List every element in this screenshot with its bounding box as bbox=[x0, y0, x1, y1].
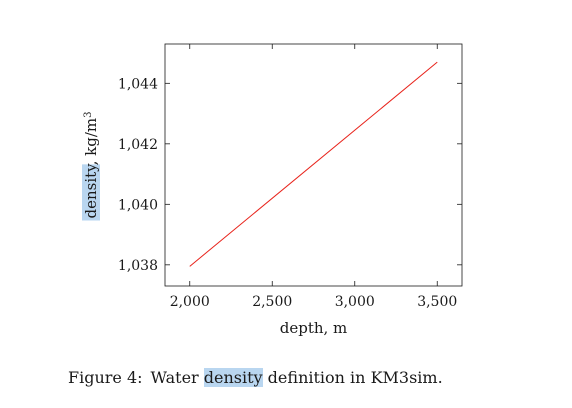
caption-text-before: Water bbox=[150, 368, 204, 387]
y-tick-label: 1,044 bbox=[118, 76, 158, 92]
y-axis-label: density, kg/m3 bbox=[82, 111, 100, 218]
x-tick-label: 3,500 bbox=[417, 294, 457, 310]
x-tick-label: 3,000 bbox=[335, 294, 375, 310]
y-tick-label: 1,042 bbox=[118, 137, 158, 153]
plot-frame bbox=[164, 43, 463, 287]
y-tick-label: 1,038 bbox=[118, 258, 158, 274]
x-tick-label: 2,500 bbox=[252, 294, 292, 310]
figure-caption: Figure 4: Water density definition in KM3… bbox=[68, 368, 443, 387]
y-axis-label-text: density, kg/m bbox=[82, 118, 100, 219]
ylabel-highlight bbox=[82, 164, 100, 221]
series-line bbox=[189, 61, 438, 267]
y-tick-label: 1,040 bbox=[118, 197, 158, 213]
caption-prefix: Figure 4: bbox=[68, 368, 143, 387]
caption-text-after: definition in KM3sim. bbox=[262, 368, 443, 387]
caption-highlighted-word: density bbox=[203, 368, 263, 387]
y-axis-label-superscript: 3 bbox=[83, 111, 94, 117]
x-tick-label: 2,000 bbox=[170, 294, 210, 310]
chart: 2,000 2,500 3,000 3,500 1,038 1,040 1,042 1,044… bbox=[82, 43, 463, 337]
x-axis-label: depth, m bbox=[280, 319, 348, 337]
